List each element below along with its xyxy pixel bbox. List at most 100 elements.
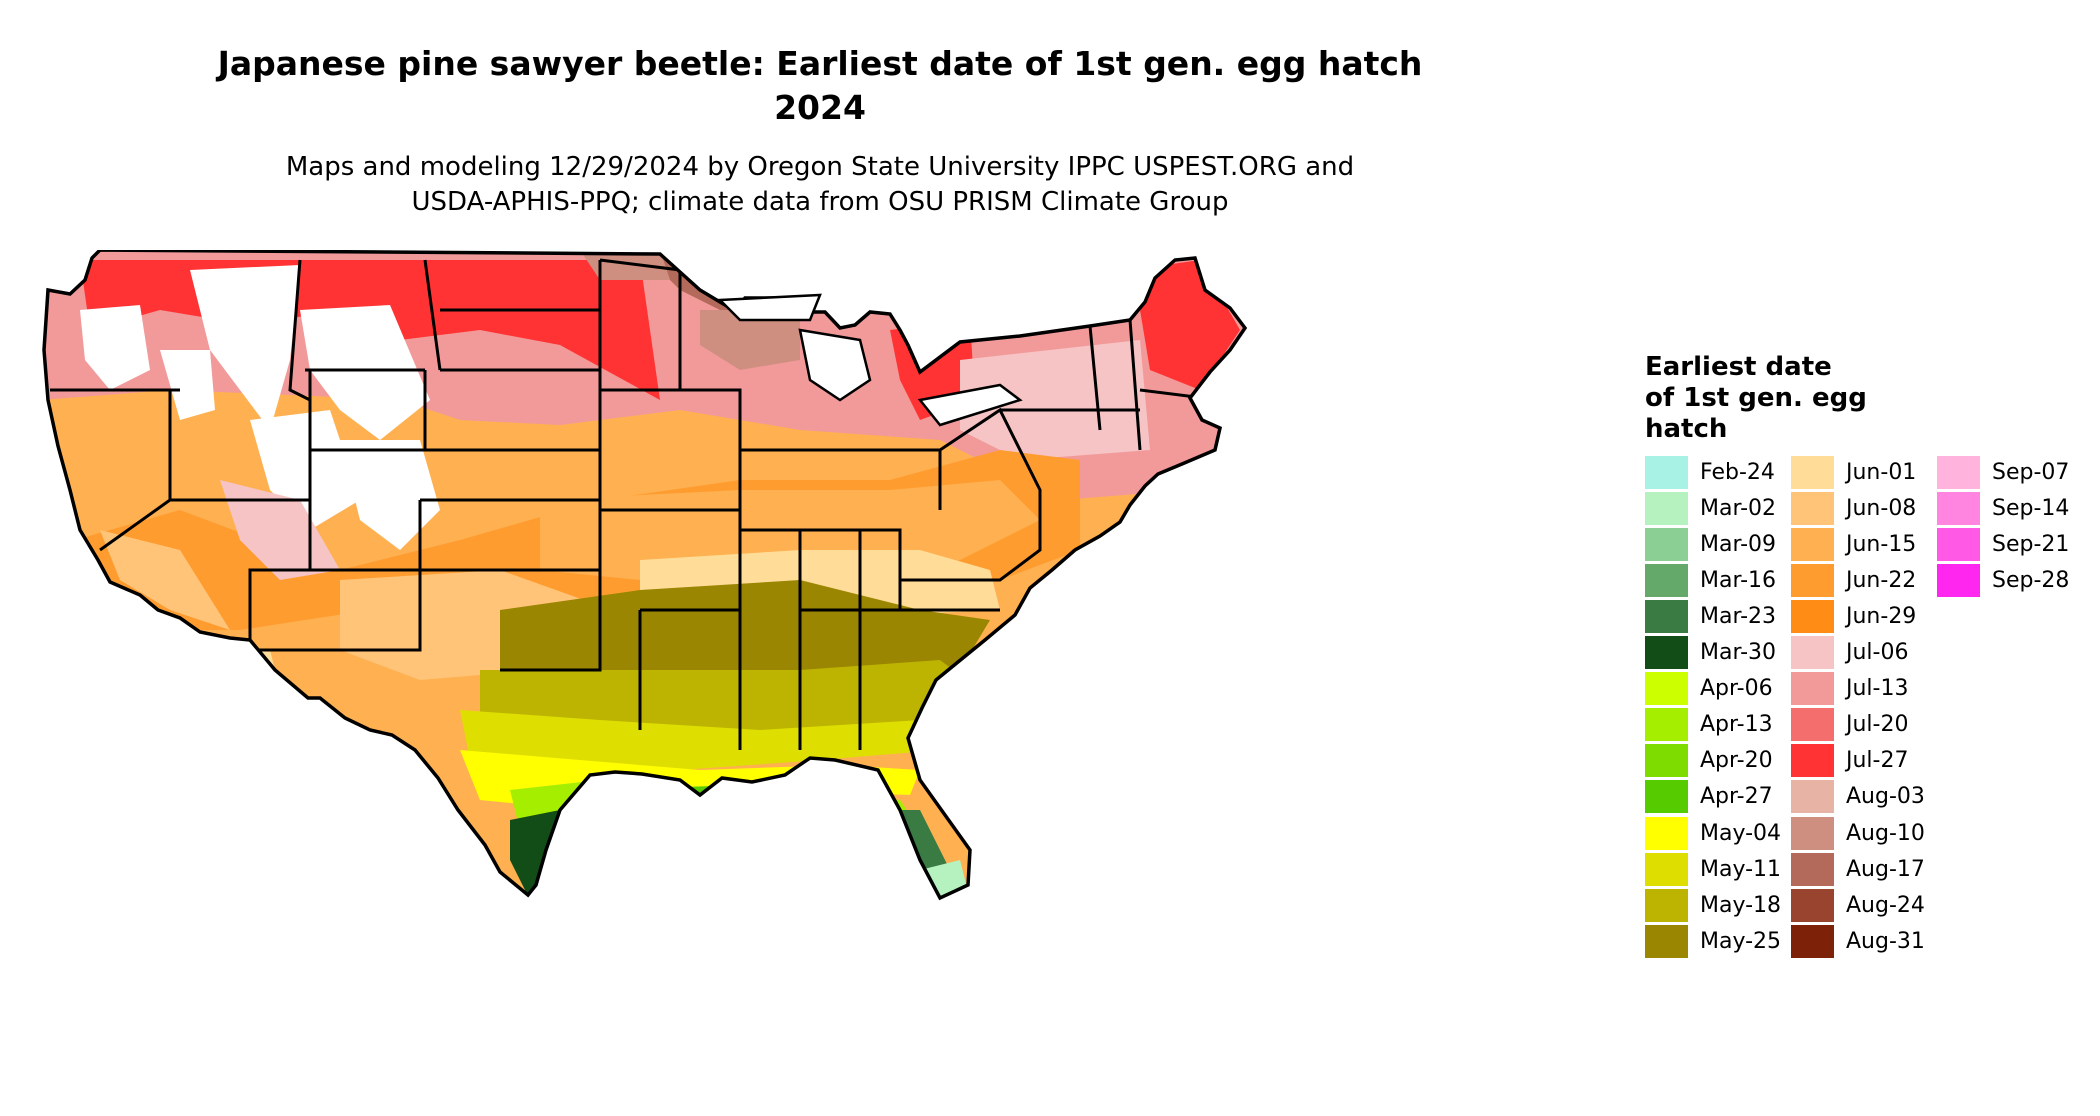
map-subtitle-line1: Maps and modeling 12/29/2024 by Oregon S… bbox=[285, 152, 1355, 182]
legend-label: Aug-17 bbox=[1846, 856, 1925, 882]
legend-item: Jul-06 bbox=[1791, 635, 1908, 671]
us-map-svg bbox=[42, 250, 1247, 900]
legend-swatch bbox=[1791, 852, 1834, 886]
legend-item: Jun-22 bbox=[1791, 562, 1916, 598]
legend-item: May-04 bbox=[1645, 815, 1781, 851]
legend-swatch bbox=[1791, 708, 1834, 742]
legend-swatch bbox=[1645, 672, 1688, 706]
legend-label: Jul-20 bbox=[1846, 712, 1909, 738]
legend-item: Mar-30 bbox=[1645, 635, 1776, 671]
legend-swatch bbox=[1645, 527, 1688, 561]
legend-label: Sep-07 bbox=[1992, 459, 2070, 485]
map-title-line2: 2024 bbox=[774, 88, 866, 127]
legend-item: Apr-20 bbox=[1645, 743, 1773, 779]
legend-label: May-11 bbox=[1700, 856, 1782, 882]
lake-superior bbox=[717, 293, 822, 322]
legend-item: May-25 bbox=[1645, 923, 1781, 959]
legend-swatch bbox=[1937, 491, 1980, 525]
legend-label: Aug-31 bbox=[1846, 928, 1925, 954]
legend-swatch bbox=[1791, 888, 1834, 922]
legend-label: Apr-13 bbox=[1700, 712, 1773, 738]
map-subtitle-line2: USDA-APHIS-PPQ; climate data from OSU PR… bbox=[411, 187, 1229, 217]
legend-title-line3: hatch bbox=[1645, 414, 1728, 444]
legend-item: May-11 bbox=[1645, 851, 1781, 887]
legend-swatch bbox=[1937, 563, 1980, 597]
legend-label: Mar-02 bbox=[1700, 495, 1777, 521]
legend-item: Jul-27 bbox=[1791, 743, 1908, 779]
map-subtitle: Maps and modeling 12/29/2024 by Oregon S… bbox=[140, 150, 1500, 220]
legend-label: May-25 bbox=[1700, 928, 1782, 954]
legend-label: May-18 bbox=[1700, 892, 1782, 918]
legend-item: Aug-24 bbox=[1791, 887, 1925, 923]
legend-item: Mar-16 bbox=[1645, 562, 1776, 598]
legend-label: Jul-13 bbox=[1846, 676, 1909, 702]
us-map bbox=[40, 250, 1640, 1110]
legend-swatch bbox=[1645, 888, 1688, 922]
legend-swatch bbox=[1791, 780, 1834, 814]
legend-item: Sep-07 bbox=[1937, 454, 2069, 490]
legend-item: Jun-29 bbox=[1791, 598, 1916, 634]
legend-item: Aug-03 bbox=[1791, 779, 1925, 815]
legend: Earliest date of 1st gen. egg hatch Feb-… bbox=[1645, 352, 2085, 1002]
legend-label: Apr-06 bbox=[1700, 676, 1773, 702]
lake-michigan bbox=[798, 328, 872, 402]
legend-label: Mar-23 bbox=[1700, 603, 1777, 629]
legend-label: Aug-03 bbox=[1846, 784, 1925, 810]
legend-label: Apr-20 bbox=[1700, 748, 1773, 774]
legend-swatch bbox=[1645, 491, 1688, 525]
legend-swatch bbox=[1645, 852, 1688, 886]
legend-item: Apr-27 bbox=[1645, 779, 1773, 815]
legend-label: Jul-27 bbox=[1846, 748, 1909, 774]
legend-item: Jul-13 bbox=[1791, 671, 1908, 707]
legend-item: Mar-02 bbox=[1645, 490, 1776, 526]
legend-item: Aug-10 bbox=[1791, 815, 1925, 851]
legend-item: Mar-23 bbox=[1645, 598, 1776, 634]
legend-item: Jun-01 bbox=[1791, 454, 1916, 490]
legend-item: Aug-17 bbox=[1791, 851, 1925, 887]
map-title-line1: Japanese pine sawyer beetle: Earliest da… bbox=[217, 44, 1423, 83]
legend-swatch bbox=[1791, 924, 1834, 958]
legend-item: Jun-15 bbox=[1791, 526, 1916, 562]
legend-swatch bbox=[1791, 672, 1834, 706]
legend-label: Apr-27 bbox=[1700, 784, 1773, 810]
map-title: Japanese pine sawyer beetle: Earliest da… bbox=[140, 42, 1500, 130]
legend-item: Sep-21 bbox=[1937, 526, 2069, 562]
legend-label: May-04 bbox=[1700, 820, 1782, 846]
legend-label: Aug-10 bbox=[1846, 820, 1925, 846]
legend-label: Jun-15 bbox=[1846, 531, 1917, 557]
legend-label: Sep-14 bbox=[1992, 495, 2070, 521]
legend-item: Sep-14 bbox=[1937, 490, 2069, 526]
legend-label: Jul-06 bbox=[1846, 640, 1909, 665]
legend-swatch bbox=[1645, 455, 1688, 489]
legend-label: Jun-01 bbox=[1846, 459, 1917, 485]
legend-swatch bbox=[1645, 816, 1688, 850]
legend-swatch bbox=[1937, 455, 1980, 489]
legend-swatch bbox=[1791, 816, 1834, 850]
legend-swatch bbox=[1645, 744, 1688, 778]
legend-title: Earliest date of 1st gen. egg hatch bbox=[1645, 352, 1915, 445]
legend-swatch bbox=[1791, 527, 1834, 561]
legend-swatch bbox=[1645, 636, 1688, 669]
legend-swatch bbox=[1645, 599, 1688, 633]
legend-item: Apr-13 bbox=[1645, 707, 1773, 743]
legend-item: May-18 bbox=[1645, 887, 1781, 923]
legend-item: Jun-08 bbox=[1791, 490, 1916, 526]
legend-label: Sep-28 bbox=[1992, 567, 2070, 593]
legend-swatch bbox=[1791, 455, 1834, 489]
lake-erie bbox=[917, 383, 1023, 427]
legend-label: Jun-22 bbox=[1846, 567, 1917, 593]
legend-swatch bbox=[1937, 527, 1980, 561]
legend-label: Jun-08 bbox=[1846, 495, 1917, 521]
legend-item: Aug-31 bbox=[1791, 923, 1925, 959]
legend-item: Apr-06 bbox=[1645, 671, 1773, 707]
legend-item: Jul-20 bbox=[1791, 707, 1908, 743]
legend-swatch bbox=[1791, 563, 1834, 597]
legend-item: Sep-28 bbox=[1937, 562, 2069, 598]
legend-title-line2: of 1st gen. egg bbox=[1645, 383, 1867, 413]
legend-label: Mar-09 bbox=[1700, 531, 1777, 557]
legend-label: Aug-24 bbox=[1846, 892, 1925, 918]
legend-title-line1: Earliest date bbox=[1645, 352, 1832, 382]
legend-swatch bbox=[1791, 599, 1834, 633]
legend-label: Mar-30 bbox=[1700, 640, 1777, 665]
legend-label: Mar-16 bbox=[1700, 567, 1777, 593]
